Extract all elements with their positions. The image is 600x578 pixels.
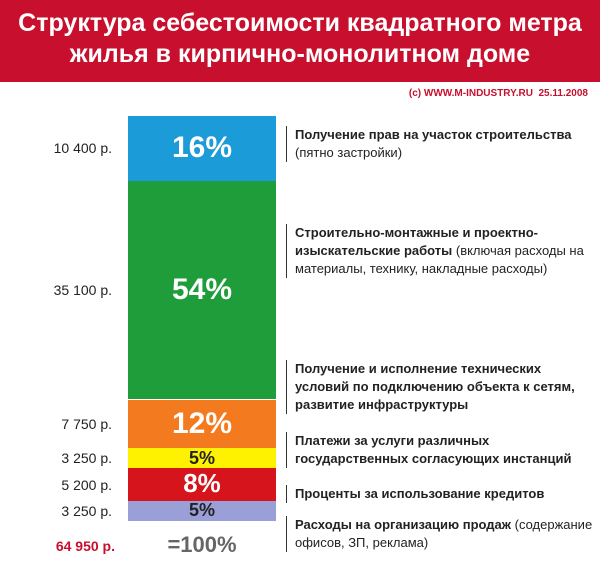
bar-segment: 5% <box>128 447 276 469</box>
source: (c) WWW.M-INDUSTRY.RU 25.11.2008 <box>408 88 588 99</box>
segment-description: Платежи за услуги различных государствен… <box>286 432 595 468</box>
amount-label: 3 250 р. <box>61 502 112 519</box>
chart-title: Структура себестоимости квадратного метр… <box>0 0 600 82</box>
segment-note: (включая расходы на материалы, технику, … <box>295 243 584 276</box>
segment-description: Строительно-монтажные и проектно-изыскат… <box>286 224 595 278</box>
segment-name: Получение прав на участок строительства <box>295 127 572 142</box>
bar-segment: 12% <box>128 399 276 449</box>
bar-segment: 54% <box>128 180 276 400</box>
segment-name: Расходы на организацию продаж <box>295 517 511 532</box>
segment-note: (пятно застройки) <box>295 145 403 160</box>
segment-description: Получение и исполнение технических услов… <box>286 360 595 414</box>
segment-name: Платежи за услуги различных государствен… <box>295 433 572 466</box>
bar-segment: 16% <box>128 116 276 181</box>
amount-label: 7 750 р. <box>61 415 112 432</box>
segment-name: Строительно-монтажные и проектно-изыскат… <box>295 225 539 258</box>
total-amount: 64 950 р. <box>55 538 115 554</box>
bar-segment: 5% <box>128 500 276 521</box>
segment-note: (содержание офисов, ЗП, реклама) <box>295 517 593 550</box>
value-label: 12% <box>171 406 233 440</box>
amount-label: 35 100 р. <box>53 282 112 299</box>
segment-description: Проценты за использование кредитов <box>286 485 595 503</box>
value-label: 5% <box>188 500 215 521</box>
segment-description: Расходы на организацию продаж (содержани… <box>286 516 595 552</box>
value-label: 54% <box>171 273 233 307</box>
value-label: 16% <box>171 131 233 165</box>
total-percent: =100% <box>167 532 237 557</box>
value-label: 8% <box>183 470 221 499</box>
amount-label: 3 250 р. <box>61 450 112 467</box>
segment-description: Получение прав на участок строительства … <box>286 126 595 162</box>
amount-label: 10 400 р. <box>53 140 112 157</box>
amount-label: 5 200 р. <box>61 476 112 493</box>
segment-name: Получение и исполнение технических услов… <box>295 361 575 412</box>
value-label: 5% <box>188 447 215 468</box>
bar-segment: 8% <box>128 468 276 501</box>
segment-name: Проценты за использование кредитов <box>295 486 545 501</box>
